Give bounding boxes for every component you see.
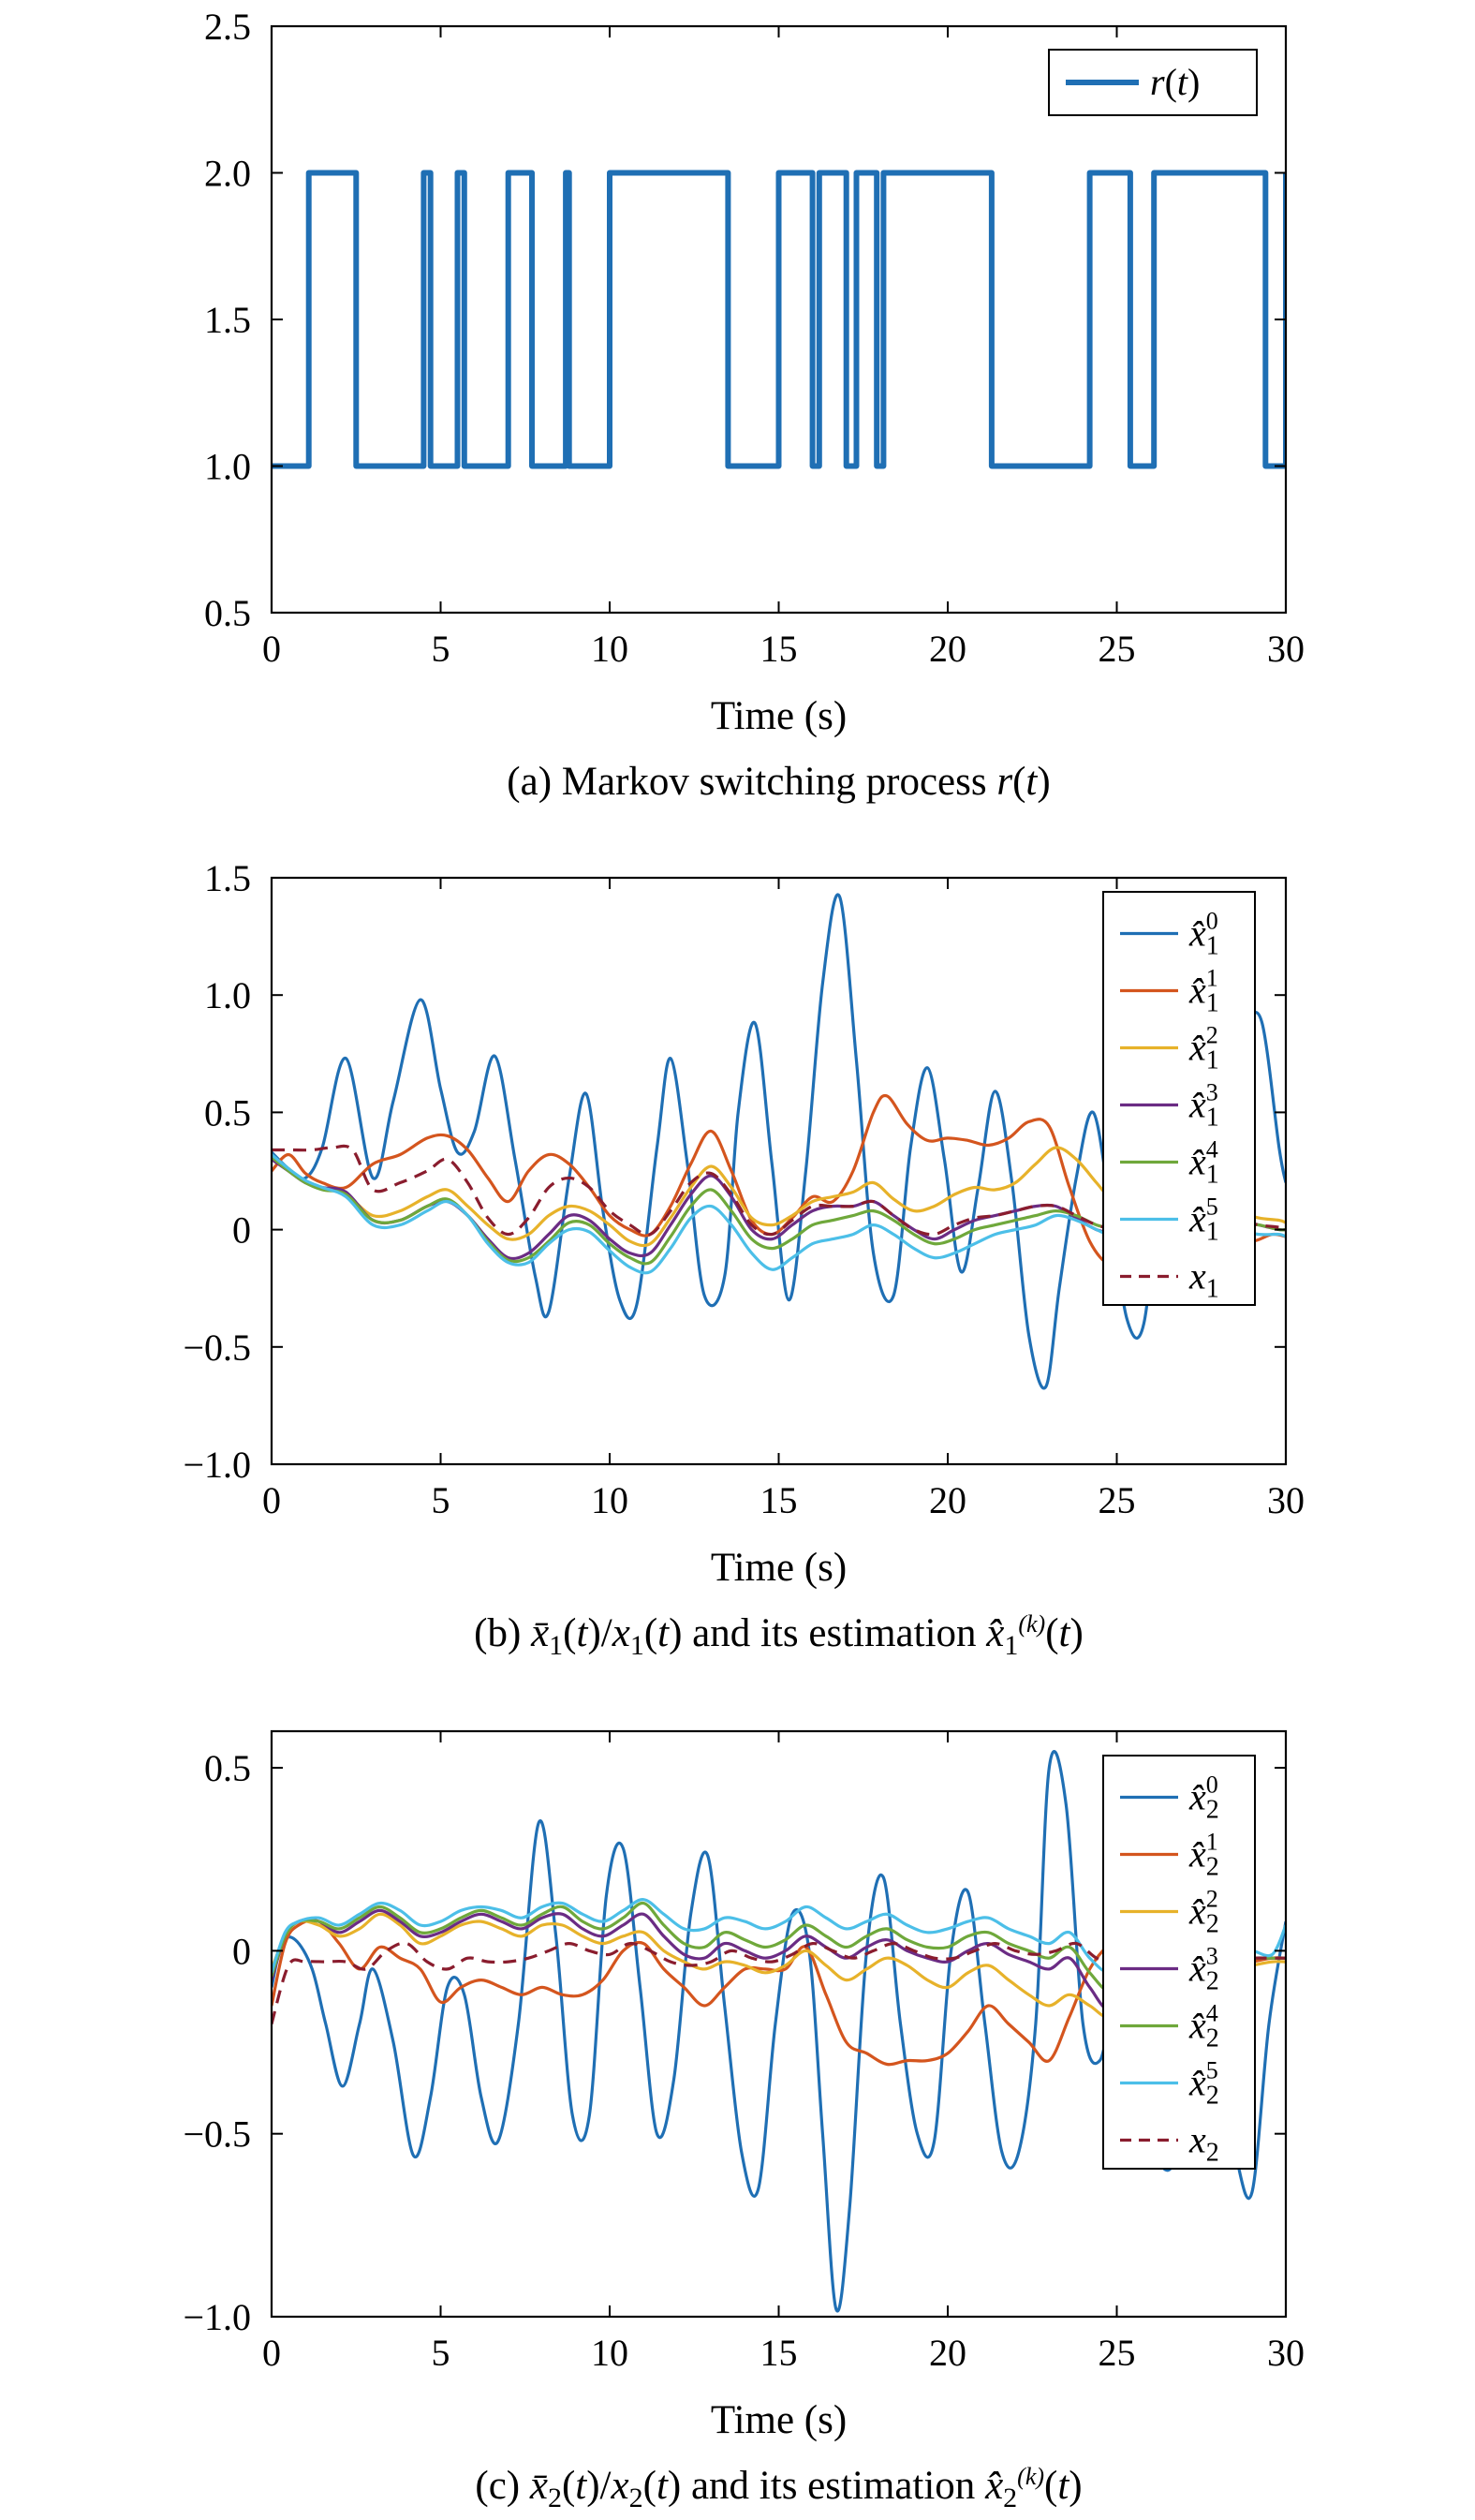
x-tick-label: 5	[432, 1479, 450, 1521]
legend-entry-label: x̂̂14	[1188, 1136, 1219, 1190]
legend-entry-label: x̂̂25	[1188, 2057, 1219, 2111]
chart-panel-c: 0 5 10 15 20 25 30 −1.0 −0.5 0 0.5 Time (s) (c) x̄2(…	[183, 1729, 1305, 2513]
x-tick-label: 25	[1099, 628, 1136, 670]
y-tick-label: 0.5	[204, 592, 251, 634]
y-tick-label: 1.0	[204, 446, 251, 488]
panel-caption: (b) x̄1(t)/x1(t) and its estimation x̂̂1…	[474, 1610, 1084, 1661]
y-tick-label: −1.0	[183, 2296, 251, 2338]
x-tick-label: 0	[262, 628, 281, 670]
x-tick-label: 15	[760, 2332, 798, 2374]
x-tick-label: 20	[929, 1479, 966, 1521]
x-tick-label: 30	[1267, 1479, 1305, 1521]
y-tick-label: 1.5	[204, 299, 251, 341]
series-line-1	[272, 1750, 1286, 2313]
x-tick-label: 10	[591, 628, 628, 670]
legend-entry-label: x̂̂13	[1188, 1079, 1219, 1133]
legend-entry-label: x̂̂20	[1188, 1771, 1219, 1825]
legend: x̂̂20 x̂̂21 x̂̂22 x̂̂23 x̂̂24 x̂̂25 x2	[1102, 1755, 1256, 2170]
x-tick-label: 30	[1267, 628, 1305, 670]
y-tick-label: 1.5	[204, 857, 251, 899]
y-tick-label: 0.5	[204, 1091, 251, 1134]
x-tick-label: 15	[760, 628, 798, 670]
x-axis-label: Time (s)	[711, 1546, 847, 1590]
x-tick-label: 5	[432, 2332, 450, 2374]
x-tick-label: 20	[929, 628, 966, 670]
legend: x̂̂10 x̂̂11 x̂̂12 x̂̂13x̂̂14x̂̂15 x1	[1102, 891, 1256, 1306]
x-tick-label: 25	[1099, 2332, 1136, 2374]
legend-entry-label: x̂̂10	[1188, 908, 1219, 961]
legend-entry-label: x̂̂15	[1188, 1193, 1219, 1247]
legend-entry-label: x̂̂23	[1188, 1943, 1219, 1996]
legend-box	[1102, 1755, 1256, 2170]
panel-caption: (c) x̄2(t)/x2(t) and its estimation x̂̂2…	[475, 2463, 1082, 2513]
legend: r(t)	[1048, 49, 1258, 116]
y-tick-label: −0.5	[183, 1327, 251, 1369]
x-tick-label: 5	[432, 628, 450, 670]
y-tick-label: 2.5	[204, 6, 251, 48]
chart-panel-a: 0 5 10 15 20 25 30 0.5 1.0 1.5 2.0 2.5 Time (s) (a) M…	[204, 6, 1305, 804]
x-tick-label: 10	[591, 2332, 628, 2374]
y-tick-label: 0	[232, 1930, 251, 1972]
legend-entry-label: x̂̂11	[1188, 965, 1219, 1018]
y-tick-label: 2.0	[204, 153, 251, 195]
legend-entry-label: x1	[1188, 1255, 1219, 1304]
x-tick-label: 10	[591, 1479, 628, 1521]
y-tick-label: −0.5	[183, 2113, 251, 2156]
x-tick-label: 30	[1267, 2332, 1305, 2374]
legend-entry-label: x̂̂12	[1188, 1022, 1219, 1075]
legend-entry-label: x̂̂21	[1188, 1829, 1219, 1882]
series-group	[272, 170, 1286, 469]
chart-panel-b: 0 5 10 15 20 25 30 −1.0 −0.5 0 0.5 1.0 1.5 Time (s) (b…	[183, 857, 1305, 1661]
y-tick-label: 0.5	[204, 1747, 251, 1789]
y-tick-label: 1.0	[204, 974, 251, 1016]
y-tick-label: 0	[232, 1209, 251, 1252]
x-axis-label: Time (s)	[711, 2398, 847, 2442]
legend-box	[1102, 891, 1256, 1306]
x-tick-label: 0	[262, 1479, 281, 1521]
x-tick-label: 20	[929, 2332, 966, 2374]
legend-entry-label: r(t)	[1150, 61, 1200, 103]
series-line-1	[272, 170, 1286, 469]
legend-entry-label: x̂̂22	[1188, 1886, 1219, 1939]
x-axis-label: Time (s)	[711, 694, 847, 738]
legend-entry-label: x̂̂24	[1188, 2000, 1219, 2053]
x-tick-label: 15	[760, 1479, 798, 1521]
panel-caption: (a) Markov switching process r(t)	[507, 760, 1050, 804]
x-tick-label: 25	[1099, 1479, 1136, 1521]
y-tick-label: −1.0	[183, 1444, 251, 1486]
legend-entry-label: x2	[1188, 2119, 1219, 2168]
x-tick-label: 0	[262, 2332, 281, 2374]
